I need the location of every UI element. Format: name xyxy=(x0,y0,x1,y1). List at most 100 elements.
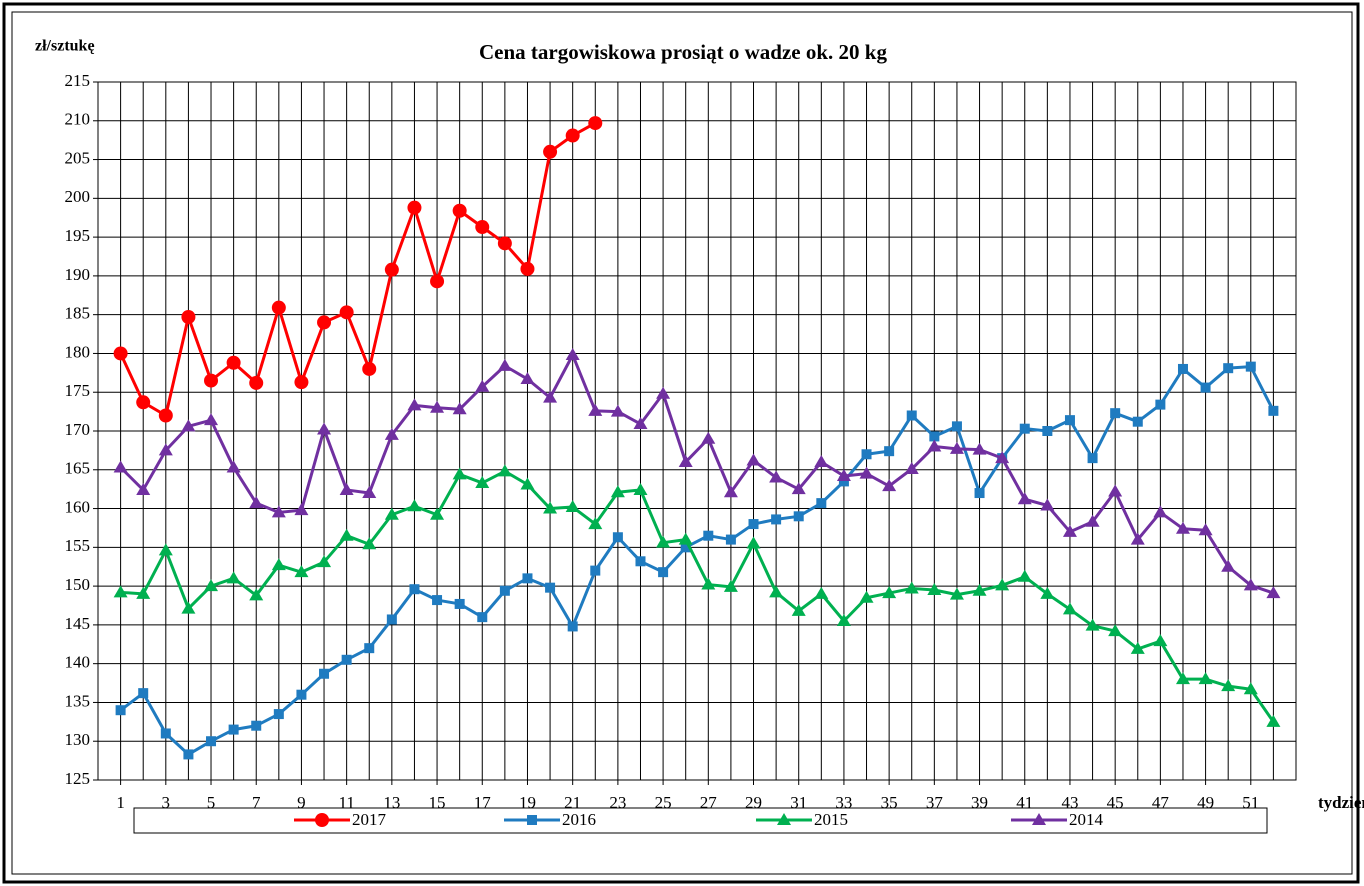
data-point xyxy=(158,443,173,456)
y-tick-label: 140 xyxy=(65,653,91,672)
data-point xyxy=(226,571,241,584)
x-tick-label: 45 xyxy=(1107,793,1124,812)
data-point xyxy=(748,519,759,530)
data-point xyxy=(364,643,375,654)
series-line xyxy=(119,365,1275,756)
data-point xyxy=(294,375,309,390)
data-point xyxy=(678,532,693,545)
data-point xyxy=(136,482,151,495)
series-line xyxy=(119,121,597,417)
data-point xyxy=(746,536,761,549)
data-point xyxy=(680,542,691,553)
x-tick-label: 27 xyxy=(700,793,718,812)
data-point xyxy=(362,486,377,499)
data-point xyxy=(995,451,1010,464)
data-point xyxy=(633,417,648,430)
data-point xyxy=(271,505,286,518)
data-point xyxy=(1042,426,1053,436)
x-tick-label: 11 xyxy=(338,793,354,812)
data-point xyxy=(859,466,874,479)
data-point xyxy=(1085,514,1100,527)
data-point xyxy=(409,584,420,595)
data-point xyxy=(771,514,782,525)
data-point xyxy=(204,413,219,426)
data-point xyxy=(407,398,422,411)
y-tick-label: 205 xyxy=(65,148,91,167)
data-point xyxy=(588,517,603,530)
y-tick-label: 190 xyxy=(65,265,91,284)
y-tick-label: 215 xyxy=(65,71,91,90)
data-point xyxy=(814,455,829,468)
series-line xyxy=(120,469,1275,723)
data-point xyxy=(1268,405,1279,416)
data-point xyxy=(1130,641,1145,654)
data-point xyxy=(430,274,445,289)
data-point xyxy=(452,203,467,218)
y-tick-label: 180 xyxy=(65,342,91,361)
data-point xyxy=(362,361,377,376)
x-tick-label: 9 xyxy=(297,793,306,812)
data-point xyxy=(317,315,332,330)
data-point xyxy=(407,200,422,215)
data-point xyxy=(158,543,173,556)
data-point xyxy=(972,583,987,596)
data-point xyxy=(432,595,443,606)
y-tick-label: 125 xyxy=(65,769,91,788)
data-point xyxy=(565,128,580,143)
data-point xyxy=(1062,524,1077,537)
data-point xyxy=(949,441,964,454)
data-point xyxy=(407,499,422,512)
data-point xyxy=(1062,602,1077,615)
data-point xyxy=(723,485,738,498)
series-line xyxy=(119,353,1274,595)
data-point xyxy=(1221,679,1236,692)
data-point xyxy=(362,537,377,550)
data-point xyxy=(1153,634,1168,647)
data-point xyxy=(861,449,872,460)
data-point xyxy=(1108,624,1123,637)
data-point xyxy=(590,565,601,576)
data-point xyxy=(183,749,194,760)
x-tick-label: 51 xyxy=(1242,793,1259,812)
data-point xyxy=(995,578,1010,591)
data-point xyxy=(1085,618,1100,631)
data-point xyxy=(1198,523,1213,536)
x-tick-label: 21 xyxy=(564,793,581,812)
legend-label: 2017 xyxy=(352,810,387,829)
legend-label: 2015 xyxy=(814,810,848,829)
data-point xyxy=(294,565,309,578)
data-point xyxy=(1175,521,1190,534)
data-point xyxy=(635,556,646,567)
data-point xyxy=(1245,361,1256,372)
x-tick-label: 23 xyxy=(609,793,626,812)
data-point xyxy=(610,404,625,417)
data-point xyxy=(1153,505,1168,518)
y-tick-label: 175 xyxy=(65,381,91,400)
legend-marker xyxy=(1032,813,1046,825)
data-point xyxy=(543,501,558,514)
data-point xyxy=(249,375,264,390)
data-point xyxy=(249,588,264,601)
x-tick-label: 19 xyxy=(519,793,536,812)
x-tick-label: 47 xyxy=(1152,793,1170,812)
legend-marker xyxy=(777,813,791,825)
y-tick-label: 195 xyxy=(65,226,91,245)
data-point xyxy=(904,581,919,594)
data-point xyxy=(904,462,919,475)
data-point xyxy=(384,262,399,277)
y-tick-label: 165 xyxy=(65,459,91,478)
data-point xyxy=(339,305,354,320)
data-point xyxy=(271,558,286,571)
data-point xyxy=(386,614,397,625)
data-point xyxy=(1040,498,1055,511)
data-point xyxy=(1108,484,1123,497)
data-point xyxy=(477,612,488,623)
data-point xyxy=(588,403,603,416)
data-point xyxy=(882,586,897,599)
legend-label: 2016 xyxy=(562,810,596,829)
data-point xyxy=(769,470,784,483)
data-point xyxy=(296,689,307,700)
data-point xyxy=(927,582,942,595)
data-point xyxy=(522,573,533,584)
